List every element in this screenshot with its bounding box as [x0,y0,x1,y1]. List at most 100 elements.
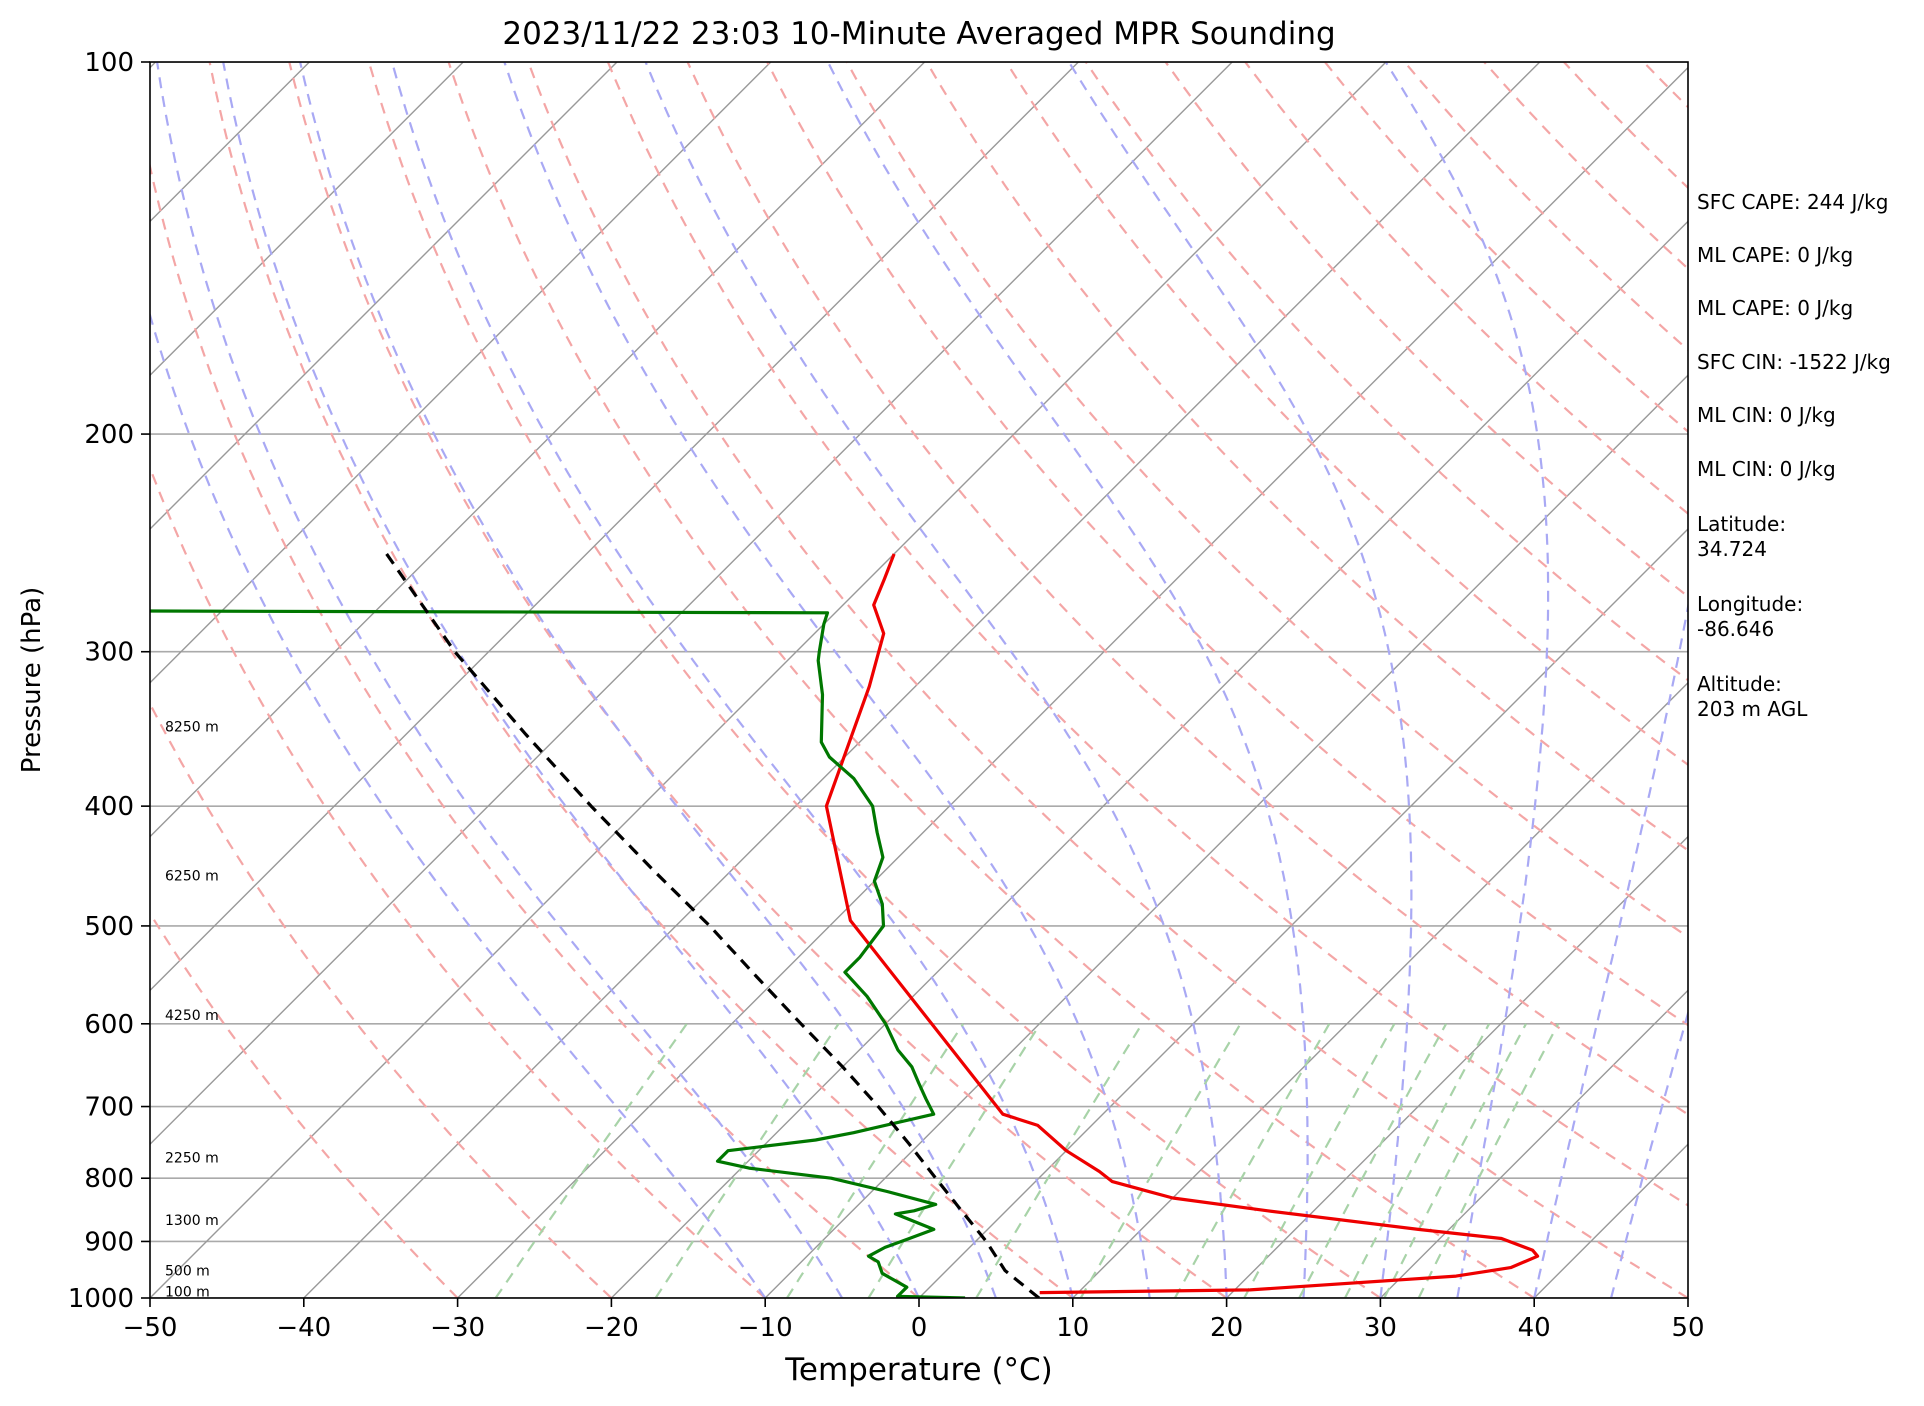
mixing-ratio-line [1173,1023,1331,1298]
y-tick-label: 600 [84,1010,134,1040]
stat-line: Latitude: [1697,512,1787,536]
height-label: 500 m [165,1263,210,1279]
dry-adiabat-line [150,161,920,1298]
isotherm-line [0,62,2,1298]
x-tick-label: 0 [911,1313,928,1343]
y-tick-label: 400 [84,792,134,822]
x-tick-label: 40 [1518,1313,1551,1343]
isotherm-line [918,528,1688,1298]
dry-adiabat-line [1164,62,1688,598]
y-tick-label: 500 [84,912,134,942]
y-tick-label: 100 [84,48,134,78]
plot-frame [149,61,1689,1299]
stat-line: ML CIN: 0 J/kg [1697,457,1836,481]
dewpoint-profile-line [150,609,966,1298]
stat-line: ML CAPE: 0 J/kg [1697,296,1854,320]
isotherm-line [1226,835,1688,1298]
moist-adiabat-line [1384,62,1550,1298]
mixing-ratio-line [867,1023,1042,1298]
stat-line: ML CIN: 0 J/kg [1697,403,1836,427]
mixing-ratio-line [494,1023,688,1298]
stat-line: Longitude: [1697,592,1804,616]
height-label: 1300 m [165,1213,219,1229]
x-tick-label: −10 [738,1313,793,1343]
y-tick-label: 800 [84,1164,134,1194]
stat-line: -86.646 [1697,617,1775,641]
isotherm-line [1842,62,1924,1298]
y-tick-label: 200 [84,420,134,450]
x-tick-label: −30 [430,1313,485,1343]
isotherm-line [150,62,1387,1298]
moist-adiabat-line [299,62,997,1298]
stat-line: Altitude: [1697,672,1782,696]
mixing-ratio-line [1298,1023,1448,1298]
moist-adiabat-line [150,311,767,1298]
isotherm-line [1072,681,1688,1298]
dry-adiabat-line [1324,62,1688,433]
height-label: 4250 m [165,1008,219,1024]
x-tick-label: −50 [123,1313,178,1343]
dry-adiabat-line [1005,62,1688,767]
chart-title: 2023/11/22 23:03 10-Minute Averaged MPR … [502,16,1335,52]
isotherm-line [303,62,1541,1298]
mixing-ratio-line [975,1023,1143,1298]
dry-adiabat-line [1244,62,1688,516]
isotherm-line [150,62,1233,1146]
isotherm-line [150,62,926,838]
dry-adiabat-line [208,62,1074,1298]
moist-adiabat-line [503,62,1151,1298]
y-tick-label: 900 [84,1227,134,1257]
isotherm-line [457,66,1688,1298]
isotherm-line [764,374,1688,1298]
y-axis-label: Pressure (hPa) [17,587,47,774]
x-tick-label: −20 [584,1313,639,1343]
dry-adiabat-line [845,62,1688,939]
dry-adiabat-line [527,62,1688,1298]
temperature-profile-line [824,553,1540,1295]
y-tick-label: 1000 [68,1284,134,1314]
isotherm-line [610,220,1688,1298]
dry-adiabat-line [150,701,613,1298]
height-label: 8250 m [165,720,219,736]
mixing-ratio-line [1243,1023,1396,1298]
dry-adiabat-line [686,62,1688,1116]
x-tick-label: 30 [1364,1313,1397,1343]
dry-adiabat-line [288,62,1228,1298]
moist-adiabat-line [826,62,1309,1298]
mixing-ratio-line [1417,1023,1560,1298]
stat-line: 34.724 [1697,537,1767,561]
mixing-ratio-line [1344,1023,1491,1298]
height-label: 2250 m [165,1151,219,1167]
height-label: 6250 m [165,868,219,884]
moist-adiabat-line [390,62,1074,1298]
isotherm-line [150,62,1079,992]
moist-adiabat-line [1533,601,1688,1298]
dry-adiabat-line [150,464,766,1298]
dry-adiabat-line [367,62,1382,1298]
chart-series [150,552,1540,1298]
dry-adiabat-line [447,62,1535,1298]
x-tick-label: 20 [1210,1313,1243,1343]
isotherm-line [150,62,772,684]
stat-line: 203 m AGL [1697,697,1808,721]
x-tick-label: 10 [1056,1313,1089,1343]
stat-line: SFC CIN: -1522 J/kg [1697,350,1891,374]
moist-adiabat-line [644,62,1228,1298]
isotherm-line [150,62,618,530]
moist-adiabat-line [1067,62,1413,1298]
x-axis-label: Temperature (°C) [784,1352,1053,1388]
x-axis: −50 −40 −30 −20 −10 0 10 20 30 40 50 [123,1298,1705,1343]
mixing-ratio-line [1383,1023,1527,1298]
moist-adiabat-line [222,62,920,1298]
x-tick-label: −40 [276,1313,331,1343]
mixing-ratio-line [786,1023,965,1298]
dry-adiabat-line [606,62,1688,1207]
isotherm-line [1379,989,1688,1298]
y-tick-label: 700 [84,1093,134,1123]
chart-grid [0,62,1924,1298]
height-labels: 100 m 500 m 1300 m 2250 m 4250 m 6250 m 8250 m [165,720,219,1301]
x-tick-label: 50 [1671,1313,1704,1343]
stat-line: SFC CAPE: 244 J/kg [1697,190,1889,214]
moist-adiabat-line [156,62,844,1298]
